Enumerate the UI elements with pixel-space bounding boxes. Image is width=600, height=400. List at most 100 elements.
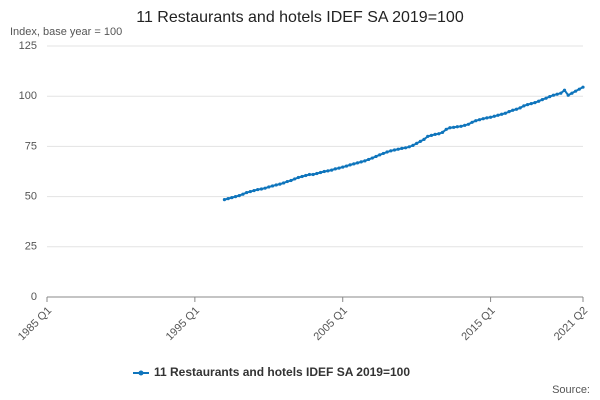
- point: [511, 108, 515, 112]
- source: Source:: [552, 384, 590, 396]
- point: [300, 174, 304, 179]
- point: [474, 119, 478, 123]
- point: [367, 157, 371, 162]
- y-tick-label: 25: [25, 241, 37, 253]
- point: [352, 162, 356, 166]
- point: [337, 166, 341, 170]
- point: [322, 169, 326, 174]
- point: [562, 88, 567, 92]
- point: [403, 146, 408, 150]
- point: [533, 101, 537, 105]
- point: [241, 192, 245, 196]
- x-tick-label: 2021 Q2: [552, 305, 590, 343]
- point: [296, 175, 300, 180]
- x-tick-label: 2005 Q1: [312, 305, 350, 343]
- point: [392, 148, 397, 152]
- point: [426, 134, 430, 138]
- point: [315, 171, 319, 176]
- point: [429, 133, 434, 137]
- point: [259, 187, 263, 191]
- point: [307, 172, 312, 177]
- point: [348, 163, 352, 167]
- point: [374, 154, 378, 159]
- y-tick-label: 0: [31, 291, 37, 303]
- point: [226, 197, 230, 201]
- point: [344, 164, 349, 168]
- point: [378, 153, 382, 157]
- point: [444, 127, 448, 131]
- point: [544, 96, 548, 100]
- point: [466, 122, 471, 126]
- point: [537, 99, 541, 103]
- point: [448, 126, 452, 130]
- point: [422, 137, 426, 141]
- point: [514, 107, 519, 111]
- point: [285, 179, 289, 184]
- point: [245, 190, 249, 195]
- point: [555, 92, 559, 96]
- x-tick-label: 1985 Q1: [16, 305, 54, 343]
- point: [289, 178, 293, 183]
- point: [503, 111, 507, 115]
- point: [548, 95, 552, 99]
- x-tick-label: 2015 Q1: [459, 305, 497, 343]
- point: [574, 89, 578, 93]
- point: [333, 167, 337, 171]
- chart-title: 11 Restaurants and hotels IDEF SA 2019=1…: [136, 9, 464, 26]
- point: [463, 123, 467, 127]
- x-tick-label: 1995 Q1: [164, 305, 202, 343]
- point: [577, 87, 581, 91]
- point: [281, 181, 286, 185]
- y-tick-label: 50: [25, 191, 37, 203]
- point: [452, 125, 456, 129]
- point: [381, 151, 385, 156]
- point: [529, 102, 533, 106]
- point: [437, 132, 441, 136]
- point: [540, 98, 544, 102]
- point: [370, 156, 374, 160]
- point: [248, 189, 252, 194]
- point: [496, 113, 500, 117]
- point: [518, 106, 522, 110]
- point: [270, 184, 275, 188]
- legend-marker: [138, 370, 144, 376]
- point: [267, 185, 271, 189]
- series-line: [224, 86, 584, 201]
- point: [311, 172, 315, 177]
- point: [293, 177, 297, 181]
- point: [559, 91, 563, 95]
- point: [263, 186, 267, 190]
- point: [326, 169, 330, 173]
- point: [488, 115, 493, 119]
- point: [222, 198, 227, 202]
- point: [318, 170, 323, 175]
- point: [485, 116, 489, 120]
- subtitle: Index, base year = 100: [10, 26, 122, 38]
- point: [237, 193, 241, 198]
- point: [481, 117, 485, 121]
- point: [581, 85, 585, 89]
- point: [304, 173, 308, 178]
- point: [570, 91, 574, 95]
- point: [359, 160, 363, 164]
- point: [433, 132, 437, 136]
- point: [252, 188, 256, 193]
- point: [551, 93, 556, 97]
- y-tick-label: 75: [25, 140, 37, 152]
- legend-label: 11 Restaurants and hotels IDEF SA 2019=1…: [154, 365, 410, 379]
- point: [355, 161, 360, 165]
- point: [330, 168, 334, 172]
- point: [341, 165, 345, 169]
- point: [440, 130, 445, 134]
- point: [525, 103, 530, 107]
- point: [500, 112, 504, 116]
- point: [470, 120, 474, 124]
- point: [278, 182, 282, 186]
- y-tick-label: 125: [19, 40, 37, 52]
- point: [492, 114, 496, 118]
- point: [389, 149, 393, 153]
- point: [233, 195, 238, 199]
- point: [407, 145, 411, 149]
